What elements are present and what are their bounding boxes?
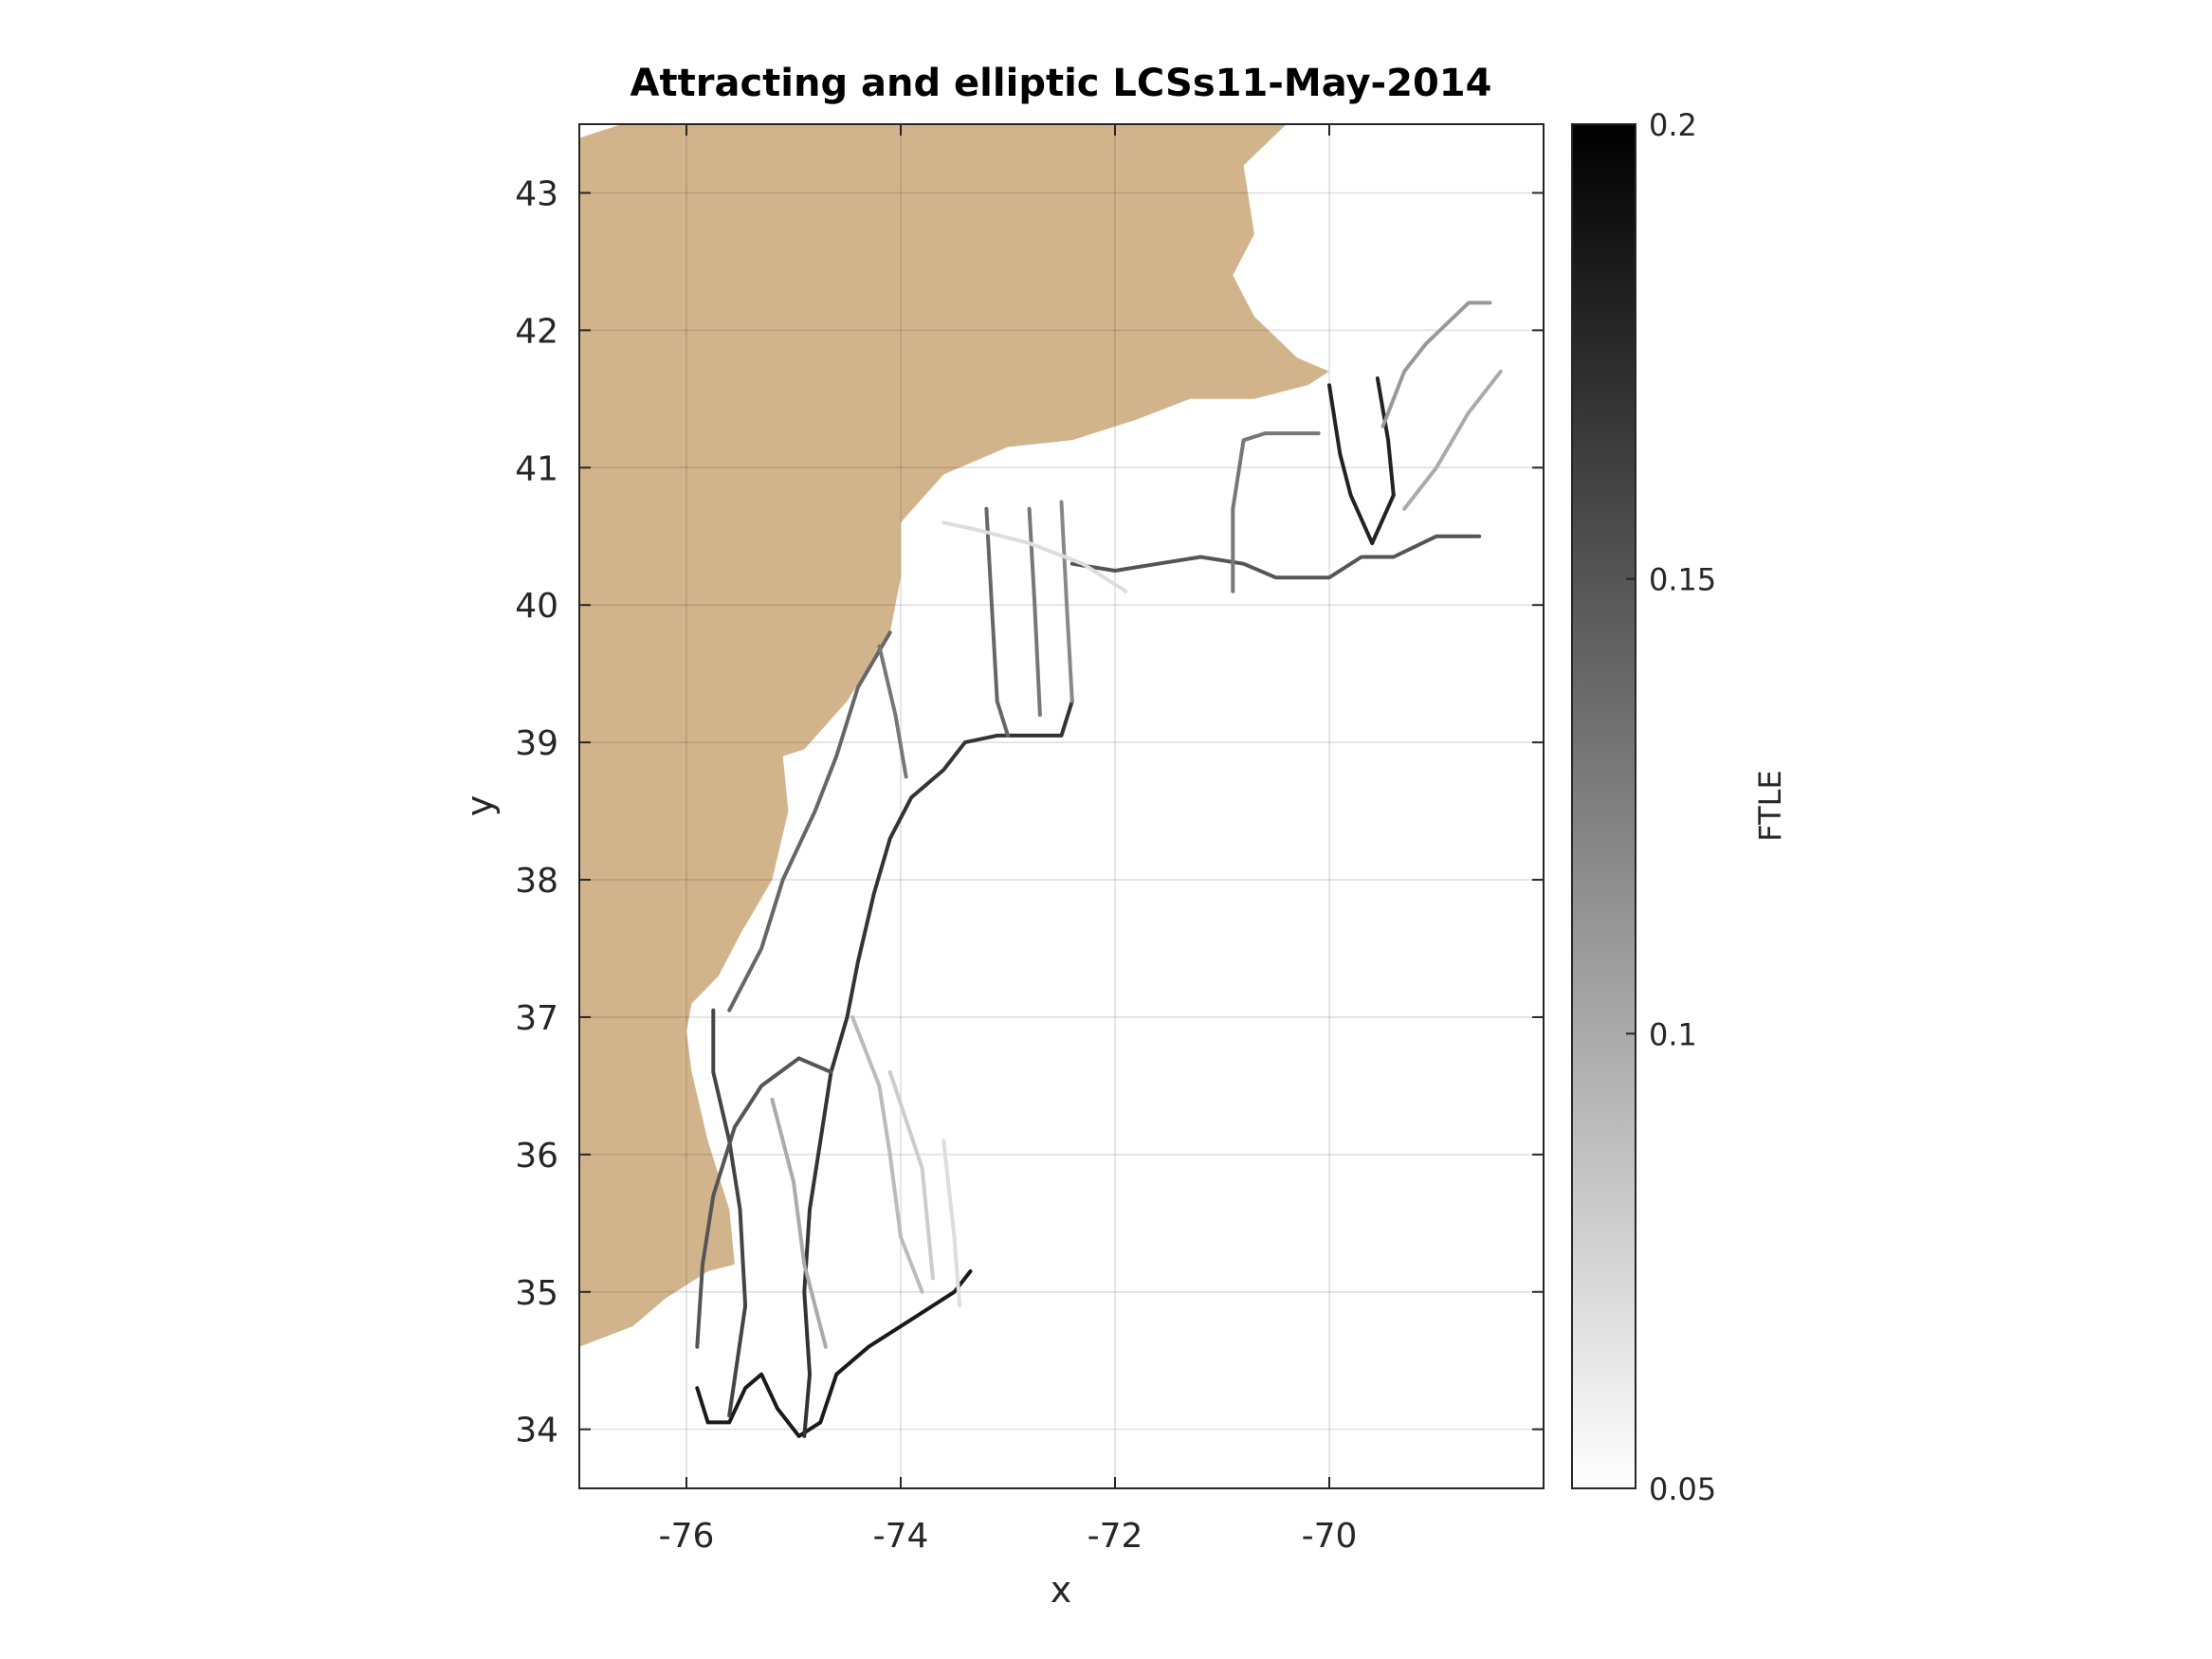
ftle-ridge [1380,301,1492,428]
y-axis-label: y [459,795,501,817]
y-tick-label: 42 [515,312,558,351]
ftle-ridges [695,301,1503,1438]
ftle-ridge [727,630,892,1012]
y-tick-label: 40 [515,587,558,626]
ftle-ridge [1402,369,1503,511]
y-tick-label: 35 [515,1274,558,1313]
x-axis: -76 -74 -72 -70 [659,124,1358,1556]
y-tick-label: 38 [515,862,558,901]
colorbar-tick-label: 0.15 [1649,562,1716,598]
grid-lines [579,124,1544,1488]
y-tick-label: 34 [515,1412,558,1450]
x-axis-label: x [1051,1569,1072,1611]
ftle-ridge [1027,506,1042,718]
ftle-ridge [984,506,1010,738]
x-tick-label: -74 [873,1517,929,1556]
colorbar-tick-label: 0.1 [1649,1016,1697,1052]
ftle-ridge [941,520,1128,593]
y-tick-label: 43 [515,174,558,213]
y-axis: 34 35 36 37 38 39 40 41 42 43 [515,174,1544,1450]
ftle-ridge [1059,500,1074,703]
chart-title: Attracting and elliptic LCSs11-May-2014 [631,62,1492,105]
ftle-ridge [695,1056,833,1349]
colorbar [1571,123,1636,1489]
x-tick-label: -70 [1302,1517,1358,1556]
colorbar-label: FTLE [1752,770,1788,841]
y-tick-label: 39 [515,724,558,763]
ftle-ridge [770,1097,828,1349]
ftle-ridge [877,644,908,779]
colorbar-ticks: 0.05 0.1 0.15 0.2 [1626,107,1716,1507]
ftle-ridge [1069,534,1482,580]
colorbar-tick-label: 0.05 [1649,1471,1716,1507]
ftle-ridge [1231,431,1321,593]
ftle-ridge [695,1269,973,1438]
ftle-ridge [941,1139,962,1308]
land-mass [579,124,1329,1488]
ftle-ridge [802,699,1074,1438]
x-tick-label: -72 [1088,1517,1143,1556]
ftle-ridge [887,1069,935,1281]
ftle-ridge [850,1014,924,1294]
y-tick-label: 36 [515,1137,558,1176]
plot-frame [578,123,1545,1489]
y-tick-label: 41 [515,449,558,488]
x-tick-label: -76 [659,1517,715,1556]
ftle-ridge [711,1008,748,1418]
ftle-ridge [1327,376,1396,545]
y-tick-label: 37 [515,999,558,1038]
colorbar-tick-label: 0.2 [1649,107,1697,143]
